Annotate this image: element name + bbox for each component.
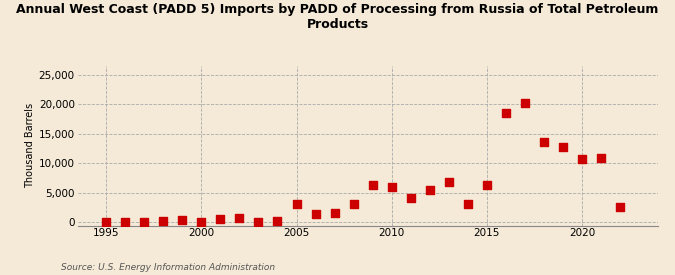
Point [291,202,302,206]
Point [158,219,169,224]
Point [520,101,531,105]
Point [119,220,130,224]
Point [595,156,606,160]
Point [139,220,150,224]
Text: Source: U.S. Energy Information Administration: Source: U.S. Energy Information Administ… [61,263,275,272]
Point [234,216,245,220]
Text: Annual West Coast (PADD 5) Imports by PADD of Processing from Russia of Total Pe: Annual West Coast (PADD 5) Imports by PA… [16,3,659,31]
Point [558,145,568,149]
Point [481,183,492,188]
Point [462,202,473,207]
Point [576,157,587,161]
Point [425,188,435,192]
Point [348,202,359,206]
Point [310,211,321,216]
Point [500,111,511,115]
Point [196,220,207,224]
Point [253,220,264,224]
Point [443,180,454,184]
Point [329,210,340,215]
Point [615,205,626,209]
Point [405,196,416,201]
Point [177,218,188,223]
Point [539,140,549,144]
Point [272,219,283,224]
Point [101,220,111,224]
Point [386,185,397,189]
Point [215,217,225,221]
Y-axis label: Thousand Barrels: Thousand Barrels [24,103,34,188]
Point [367,183,378,188]
